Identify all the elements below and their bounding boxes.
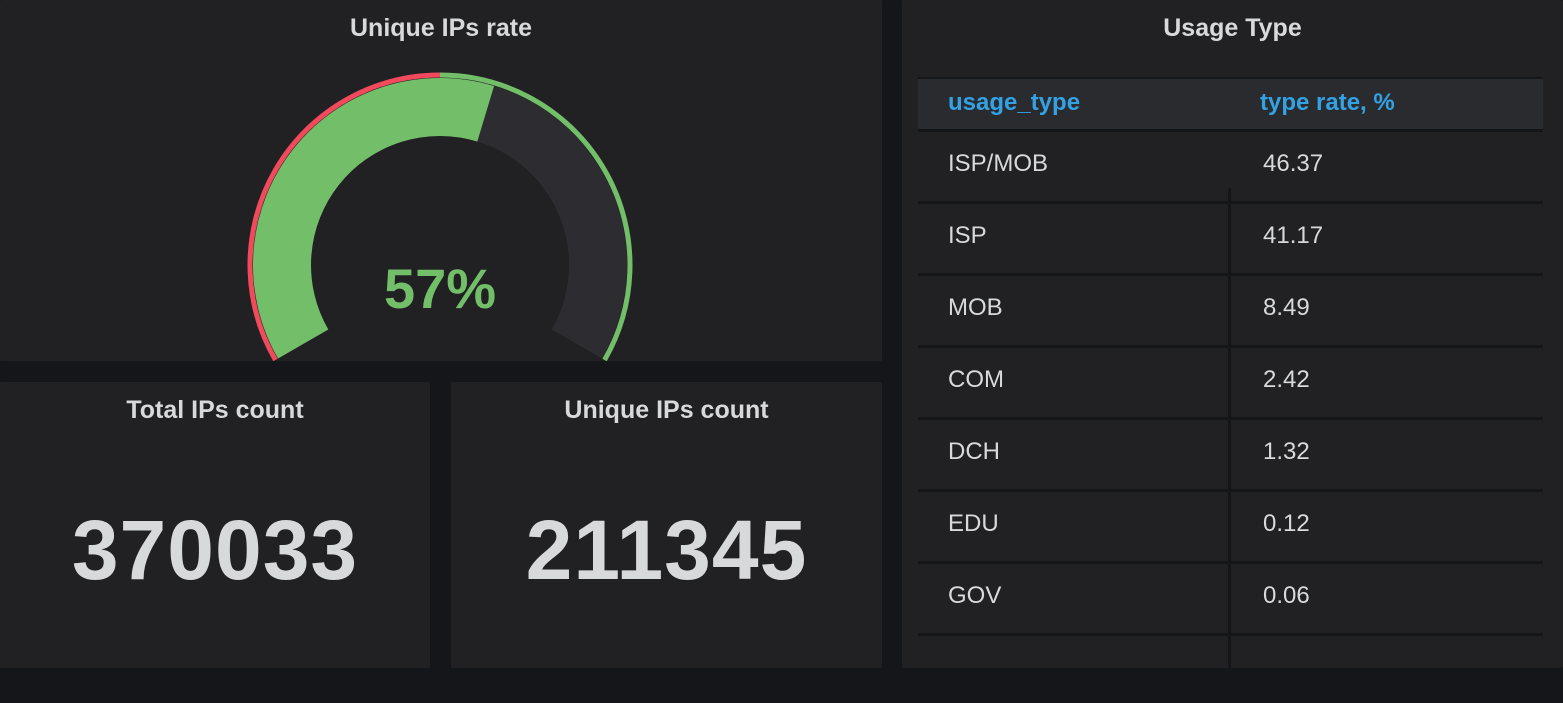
usage-type-cell: EDU: [948, 510, 999, 537]
type-rate-cell: 1.32: [1263, 438, 1310, 465]
panel-title[interactable]: Usage Type: [1163, 14, 1302, 42]
panel-title[interactable]: Unique IPs count: [564, 396, 769, 424]
table-body: ISP/MOB 46.37 ISP 41.17 MOB 8.49 COM 2.4…: [918, 132, 1543, 703]
column-divider: [1228, 188, 1231, 703]
gauge-threshold-critical: [247, 72, 441, 361]
table-header: usage_type type rate, %: [918, 77, 1543, 132]
type-rate-cell: 2.42: [1263, 366, 1310, 393]
panel-title[interactable]: Unique IPs rate: [350, 14, 532, 42]
total-ips-count-panel: Total IPs count 370033: [0, 382, 430, 668]
type-rate-cell: 8.49: [1263, 294, 1310, 321]
type-rate-cell: 0.06: [1263, 582, 1310, 609]
type-rate-cell: 41.17: [1263, 222, 1324, 249]
unique-ips-count-panel: Unique IPs count 211345: [451, 382, 882, 668]
usage-type-cell: MOB: [948, 294, 1003, 321]
unique-ips-value: 211345: [525, 503, 808, 597]
usage-type-table: usage_type type rate, % ISP/MOB 46.37 IS…: [918, 77, 1543, 703]
usage-type-panel: Usage Type usage_type type rate, % ISP/M…: [902, 0, 1563, 703]
gauge-chart: 57%: [247, 72, 633, 361]
unique-ips-rate-panel: Unique IPs rate 57%: [0, 0, 882, 361]
usage-type-cell: ISP: [948, 222, 987, 249]
type-rate-cell: 46.37: [1263, 150, 1324, 177]
usage-type-cell: GOV: [948, 582, 1002, 609]
usage-type-cell: COM: [948, 366, 1004, 393]
gauge-value-label: 57%: [384, 257, 496, 320]
panel-title[interactable]: Total IPs count: [126, 396, 304, 424]
gauge-threshold-ok: [439, 72, 633, 361]
column-header-type-rate[interactable]: type rate, %: [1260, 89, 1395, 116]
usage-type-cell: DCH: [948, 438, 1000, 465]
total-ips-value: 370033: [71, 503, 359, 597]
usage-type-cell: ISP/MOB: [948, 150, 1049, 177]
type-rate-cell: 0.12: [1263, 510, 1310, 537]
gauge-value-bar: [253, 78, 495, 359]
column-header-usage-type[interactable]: usage_type: [948, 89, 1081, 116]
